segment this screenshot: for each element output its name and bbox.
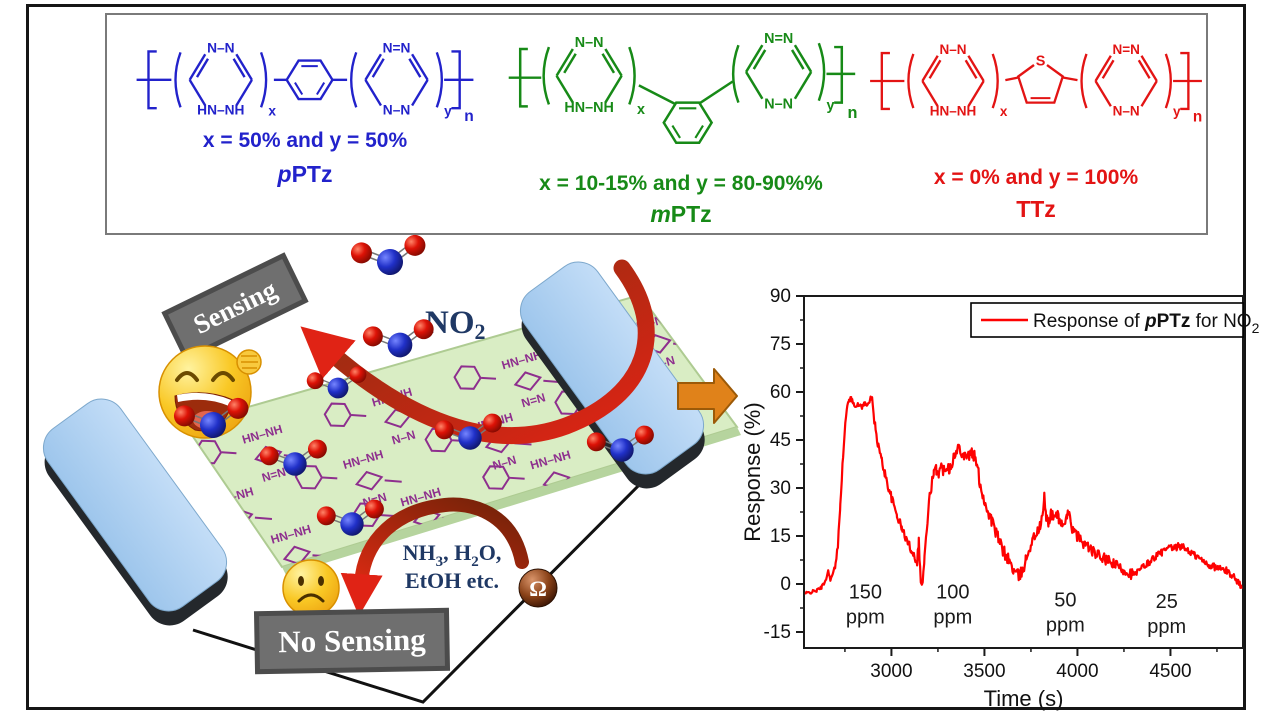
svg-text:y: y <box>444 104 452 119</box>
structure-name-pPTz: pPTz <box>277 161 333 187</box>
svg-text:N=N: N=N <box>1112 42 1139 57</box>
structure-name-mPTz: mPTz <box>650 201 712 227</box>
structure-caption-TTz: x = 0% and y = 100% <box>933 166 1139 189</box>
svg-text:S: S <box>1036 54 1046 70</box>
svg-text:y: y <box>826 98 834 114</box>
svg-text:HN–NH: HN–NH <box>564 100 613 116</box>
structure-mPTz: N–N HN–NH x N=N N–N y n <box>508 31 858 145</box>
svg-text:n: n <box>848 104 858 122</box>
svg-text:N=N: N=N <box>764 31 793 47</box>
svg-text:N–N: N–N <box>1113 103 1140 118</box>
svg-text:x: x <box>268 104 276 119</box>
svg-text:HN–NH: HN–NH <box>930 103 977 118</box>
svg-text:n: n <box>464 108 474 125</box>
svg-text:y: y <box>1173 104 1181 119</box>
polymer-structures-panel <box>105 13 1208 235</box>
structure-name-TTz: TTz <box>1016 196 1056 222</box>
svg-text:n: n <box>1193 109 1202 126</box>
structure-caption-pPTz: x = 50% and y = 50% <box>202 129 408 152</box>
svg-text:x: x <box>637 102 645 118</box>
svg-text:N–N: N–N <box>940 42 967 57</box>
svg-text:N–N: N–N <box>575 35 604 51</box>
svg-text:HN–NH: HN–NH <box>197 103 244 118</box>
structure-pPTz: N–N HN–NH x N=N N–N y n <box>136 40 474 125</box>
svg-text:N=N: N=N <box>383 40 411 55</box>
structure-TTz: N–N HN–NH x S N=N N–N y n <box>870 42 1202 126</box>
svg-text:N–N: N–N <box>207 40 234 55</box>
svg-text:N–N: N–N <box>383 103 410 118</box>
svg-text:N–N: N–N <box>764 96 793 112</box>
structure-caption-mPTz: x = 10-15% and y = 80-90%% <box>539 172 823 195</box>
svg-text:x: x <box>1000 104 1008 119</box>
